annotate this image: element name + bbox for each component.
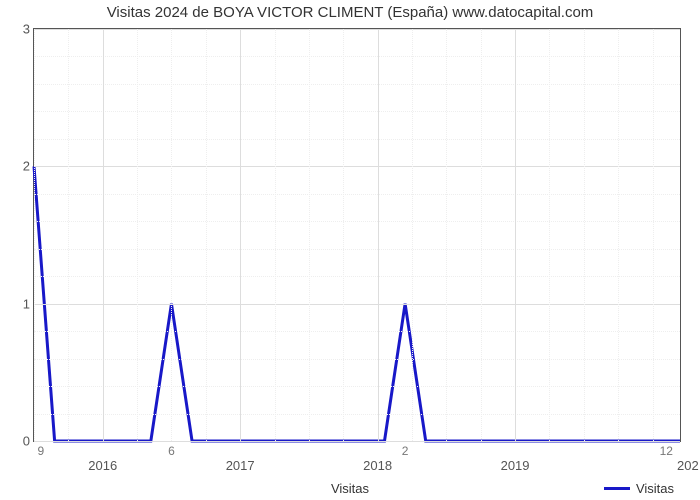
x-tick-label: 2016	[88, 458, 117, 473]
gridline-h-major	[34, 441, 680, 442]
x-tick-label: 2018	[363, 458, 392, 473]
legend: Visitas	[604, 481, 674, 496]
y-tick-label: 1	[14, 296, 30, 311]
legend-label: Visitas	[636, 481, 674, 496]
x-axis-label: Visitas	[0, 481, 700, 496]
gridline-v-minor	[275, 29, 276, 441]
chart-title: Visitas 2024 de BOYA VICTOR CLIMENT (Esp…	[0, 4, 700, 21]
x-tick-label: 2019	[501, 458, 530, 473]
legend-swatch	[604, 487, 630, 490]
gridline-v-minor	[549, 29, 550, 441]
gridline-v-minor	[343, 29, 344, 441]
gridline-v-minor	[446, 29, 447, 441]
gridline-v-major	[103, 29, 104, 441]
x-marker-label: 6	[168, 444, 175, 458]
gridline-v-minor	[618, 29, 619, 441]
gridline-v-minor	[34, 29, 35, 441]
y-tick-label: 3	[14, 22, 30, 37]
y-tick-label: 0	[14, 434, 30, 449]
x-marker-label: 12	[660, 444, 673, 458]
gridline-v-minor	[68, 29, 69, 441]
gridline-v-minor	[412, 29, 413, 441]
x-tick-label: 2017	[226, 458, 255, 473]
gridline-v-major	[515, 29, 516, 441]
gridline-v-major	[378, 29, 379, 441]
gridline-v-minor	[206, 29, 207, 441]
chart-container: Visitas 2024 de BOYA VICTOR CLIMENT (Esp…	[0, 0, 700, 500]
gridline-v-minor	[171, 29, 172, 441]
gridline-v-major	[240, 29, 241, 441]
y-tick-label: 2	[14, 159, 30, 174]
x-marker-label: 9	[38, 444, 45, 458]
gridline-v-minor	[653, 29, 654, 441]
x-tick-label-partial: 202	[677, 458, 699, 473]
x-marker-label: 2	[402, 444, 409, 458]
plot-area	[33, 28, 681, 442]
gridline-v-minor	[481, 29, 482, 441]
gridline-v-minor	[584, 29, 585, 441]
gridline-v-minor	[309, 29, 310, 441]
gridline-v-minor	[137, 29, 138, 441]
